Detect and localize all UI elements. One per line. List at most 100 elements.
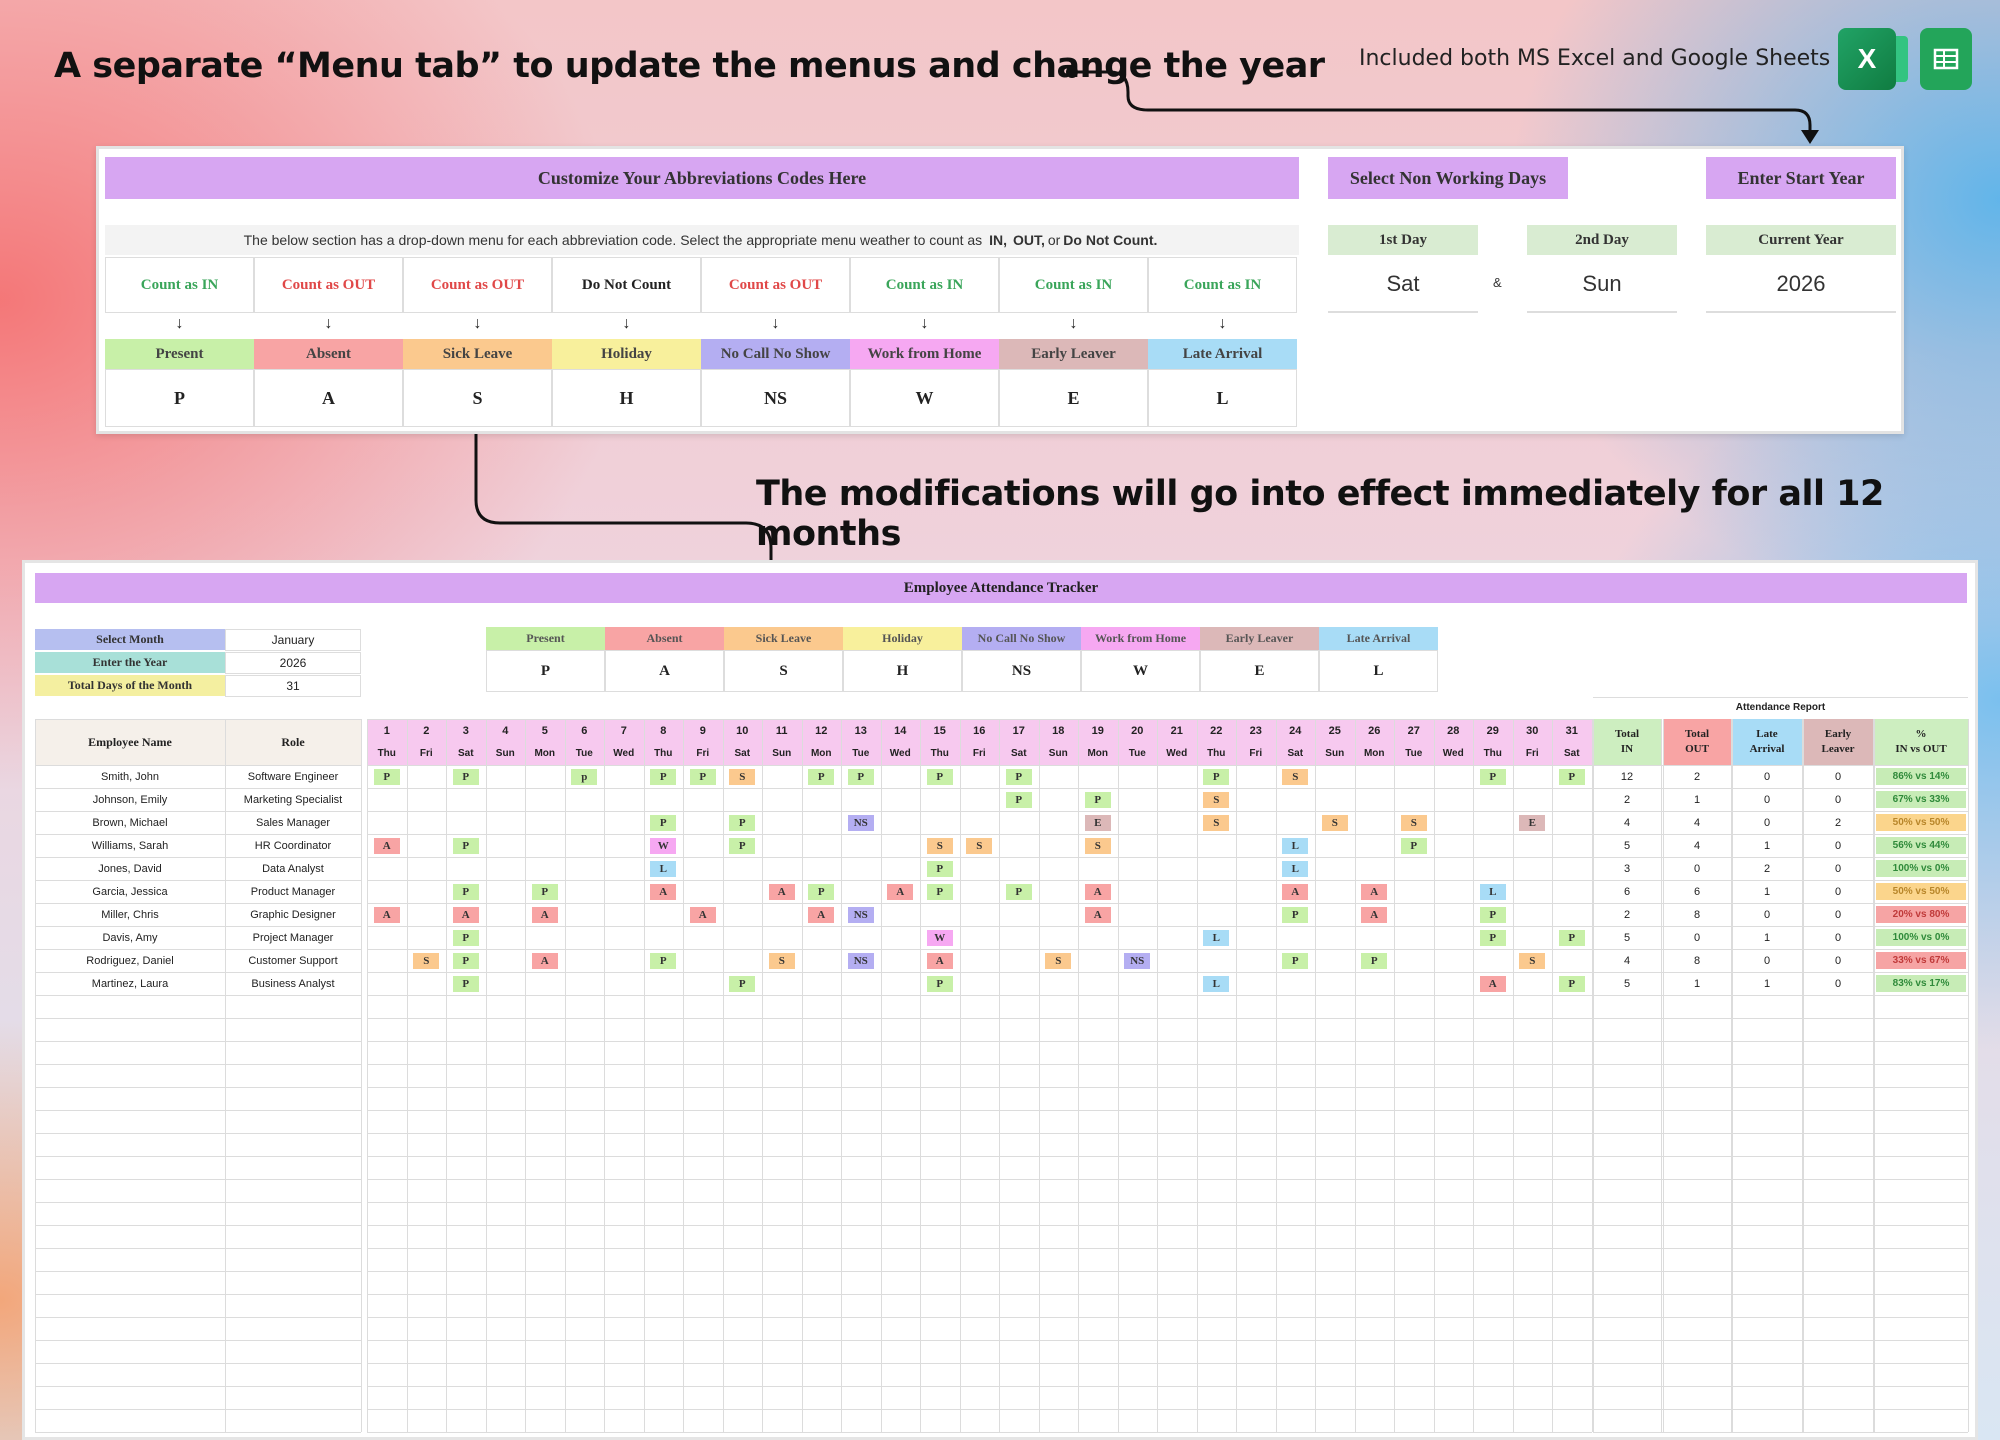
attendance-mark[interactable]: P	[926, 860, 953, 877]
attendance-mark[interactable]: P	[808, 768, 835, 785]
attendance-mark[interactable]: S	[1203, 814, 1230, 831]
attendance-mark[interactable]: P	[452, 929, 479, 946]
attendance-mark[interactable]: A	[768, 883, 795, 900]
attendance-mark[interactable]: P	[452, 952, 479, 969]
attendance-mark[interactable]: P	[729, 814, 756, 831]
attendance-mark[interactable]: P	[1558, 975, 1585, 992]
second-day-select[interactable]: Sun	[1527, 257, 1677, 313]
attendance-mark[interactable]: P	[729, 975, 756, 992]
attendance-mark[interactable]: P	[373, 768, 400, 785]
attendance-mark[interactable]: P	[926, 975, 953, 992]
enter-year-input[interactable]: 2026	[225, 652, 361, 674]
count-type-select[interactable]: Count as OUT	[254, 257, 403, 313]
attendance-mark[interactable]: A	[1361, 883, 1388, 900]
attendance-mark[interactable]: P	[1005, 768, 1032, 785]
attendance-mark[interactable]: A	[1084, 906, 1111, 923]
attendance-mark[interactable]: L	[1282, 837, 1309, 854]
attendance-mark[interactable]: E	[1084, 814, 1111, 831]
count-type-select[interactable]: Count as IN	[105, 257, 254, 313]
attendance-mark[interactable]: NS	[847, 906, 874, 923]
attendance-mark[interactable]: P	[729, 837, 756, 854]
attendance-mark[interactable]: NS	[847, 952, 874, 969]
attendance-mark[interactable]: P	[1479, 929, 1506, 946]
attendance-mark[interactable]: P	[1400, 837, 1427, 854]
attendance-mark[interactable]: P	[650, 768, 677, 785]
abbreviation-code-input[interactable]: E	[999, 369, 1148, 427]
attendance-mark[interactable]: P	[1084, 791, 1111, 808]
attendance-mark[interactable]: P	[808, 883, 835, 900]
attendance-mark[interactable]: P	[1203, 768, 1230, 785]
attendance-mark[interactable]: P	[650, 952, 677, 969]
abbreviation-code-input[interactable]: H	[552, 369, 701, 427]
attendance-mark[interactable]: S	[1045, 952, 1072, 969]
abbreviation-code-input[interactable]: NS	[701, 369, 850, 427]
attendance-mark[interactable]: L	[1282, 860, 1309, 877]
attendance-mark[interactable]: A	[373, 906, 400, 923]
count-type-select[interactable]: Count as OUT	[701, 257, 850, 313]
abbreviation-code-input[interactable]: L	[1148, 369, 1297, 427]
attendance-mark[interactable]: P	[1361, 952, 1388, 969]
attendance-mark[interactable]: S	[1519, 952, 1546, 969]
attendance-mark[interactable]: S	[1400, 814, 1427, 831]
attendance-mark[interactable]: S	[768, 952, 795, 969]
attendance-mark[interactable]: W	[650, 837, 677, 854]
attendance-mark[interactable]: L	[1479, 883, 1506, 900]
first-day-select[interactable]: Sat	[1328, 257, 1478, 313]
attendance-mark[interactable]: P	[531, 883, 558, 900]
attendance-mark[interactable]: P	[1479, 768, 1506, 785]
count-type-select[interactable]: Count as IN	[999, 257, 1148, 313]
attendance-mark[interactable]: S	[1084, 837, 1111, 854]
attendance-mark[interactable]: P	[452, 883, 479, 900]
count-type-select[interactable]: Count as IN	[850, 257, 999, 313]
count-type-select[interactable]: Count as OUT	[403, 257, 552, 313]
attendance-mark[interactable]: L	[1203, 975, 1230, 992]
attendance-mark[interactable]: P	[689, 768, 716, 785]
attendance-mark[interactable]: S	[1203, 791, 1230, 808]
count-type-select[interactable]: Count as IN	[1148, 257, 1297, 313]
attendance-mark[interactable]: p	[571, 768, 598, 785]
attendance-mark[interactable]: A	[689, 906, 716, 923]
attendance-mark[interactable]: S	[729, 768, 756, 785]
attendance-mark[interactable]: A	[373, 837, 400, 854]
attendance-mark[interactable]: A	[452, 906, 479, 923]
attendance-mark[interactable]: A	[926, 952, 953, 969]
attendance-mark[interactable]: A	[531, 952, 558, 969]
attendance-mark[interactable]: A	[1479, 975, 1506, 992]
abbreviation-code-input[interactable]: S	[403, 369, 552, 427]
attendance-mark[interactable]: S	[926, 837, 953, 854]
attendance-mark[interactable]: P	[926, 768, 953, 785]
attendance-mark[interactable]: NS	[847, 814, 874, 831]
attendance-mark[interactable]: S	[413, 952, 440, 969]
abbreviation-code-input[interactable]: P	[105, 369, 254, 427]
attendance-mark[interactable]: P	[452, 768, 479, 785]
attendance-mark[interactable]: S	[1282, 768, 1309, 785]
current-year-input[interactable]: 2026	[1706, 257, 1896, 313]
attendance-mark[interactable]: E	[1519, 814, 1546, 831]
attendance-mark[interactable]: A	[1084, 883, 1111, 900]
attendance-mark[interactable]: S	[1321, 814, 1348, 831]
count-type-select[interactable]: Do Not Count	[552, 257, 701, 313]
attendance-mark[interactable]: L	[650, 860, 677, 877]
abbreviation-code-input[interactable]: A	[254, 369, 403, 427]
attendance-mark[interactable]: P	[452, 837, 479, 854]
attendance-mark[interactable]: P	[1005, 883, 1032, 900]
attendance-mark[interactable]: P	[650, 814, 677, 831]
attendance-mark[interactable]: P	[847, 768, 874, 785]
attendance-mark[interactable]: P	[1558, 929, 1585, 946]
attendance-mark[interactable]: P	[452, 975, 479, 992]
attendance-mark[interactable]: A	[887, 883, 914, 900]
attendance-mark[interactable]: A	[650, 883, 677, 900]
abbreviation-code-input[interactable]: W	[850, 369, 999, 427]
attendance-mark[interactable]: S	[966, 837, 993, 854]
attendance-mark[interactable]: A	[808, 906, 835, 923]
attendance-mark[interactable]: P	[1479, 906, 1506, 923]
attendance-mark[interactable]: P	[1558, 768, 1585, 785]
attendance-mark[interactable]: A	[531, 906, 558, 923]
attendance-mark[interactable]: P	[1005, 791, 1032, 808]
attendance-mark[interactable]: P	[1282, 906, 1309, 923]
attendance-mark[interactable]: A	[1282, 883, 1309, 900]
attendance-mark[interactable]: L	[1203, 929, 1230, 946]
attendance-mark[interactable]: W	[926, 929, 953, 946]
attendance-mark[interactable]: P	[1282, 952, 1309, 969]
attendance-mark[interactable]: A	[1361, 906, 1388, 923]
